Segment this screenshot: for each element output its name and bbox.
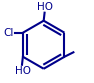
Text: HO: HO: [15, 66, 31, 76]
Text: Cl: Cl: [4, 28, 14, 38]
Text: HO: HO: [38, 2, 53, 12]
